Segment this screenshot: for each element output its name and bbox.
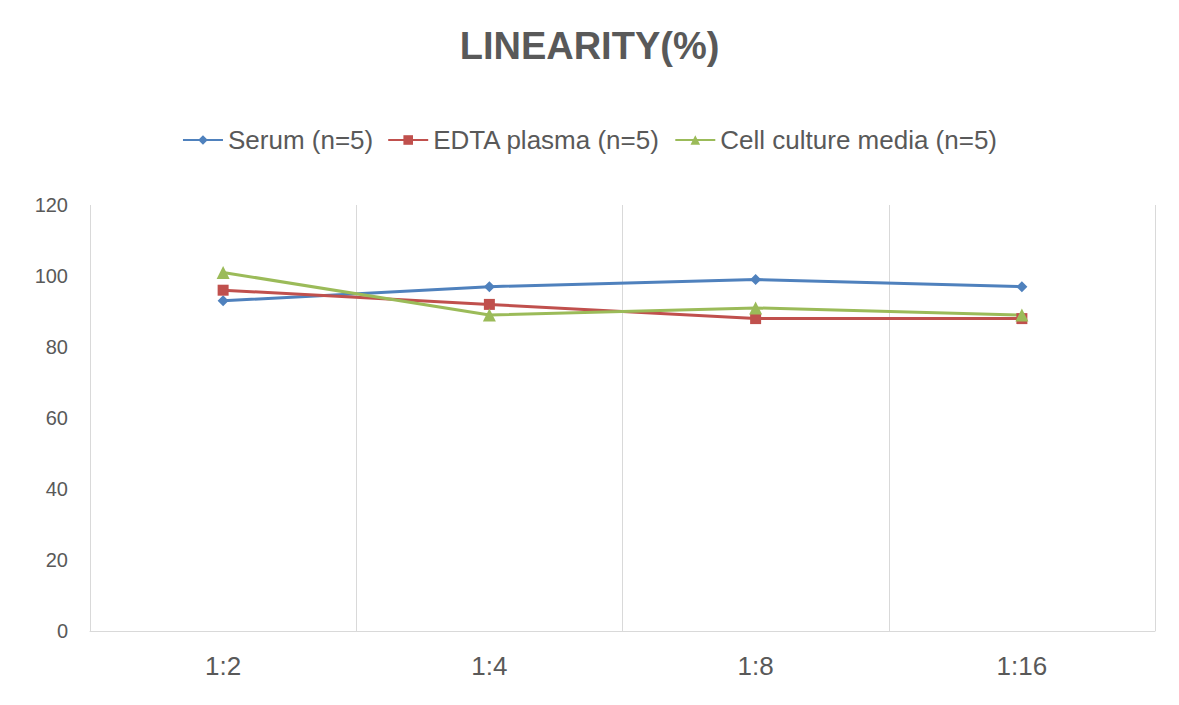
svg-text:0: 0 bbox=[57, 620, 68, 642]
svg-text:20: 20 bbox=[46, 549, 68, 571]
svg-text:EDTA plasma (n=5): EDTA plasma (n=5) bbox=[433, 125, 659, 155]
svg-text:1:2: 1:2 bbox=[205, 651, 241, 681]
svg-text:120: 120 bbox=[35, 194, 68, 216]
svg-text:LINEARITY(%): LINEARITY(%) bbox=[460, 25, 720, 67]
svg-text:80: 80 bbox=[46, 336, 68, 358]
svg-text:1:4: 1:4 bbox=[471, 651, 507, 681]
svg-text:40: 40 bbox=[46, 478, 68, 500]
svg-text:60: 60 bbox=[46, 407, 68, 429]
svg-text:1:16: 1:16 bbox=[997, 651, 1048, 681]
svg-text:Serum (n=5): Serum (n=5) bbox=[228, 125, 373, 155]
svg-text:1:8: 1:8 bbox=[738, 651, 774, 681]
svg-text:100: 100 bbox=[35, 265, 68, 287]
svg-text:Cell culture media (n=5): Cell culture media (n=5) bbox=[720, 125, 997, 155]
